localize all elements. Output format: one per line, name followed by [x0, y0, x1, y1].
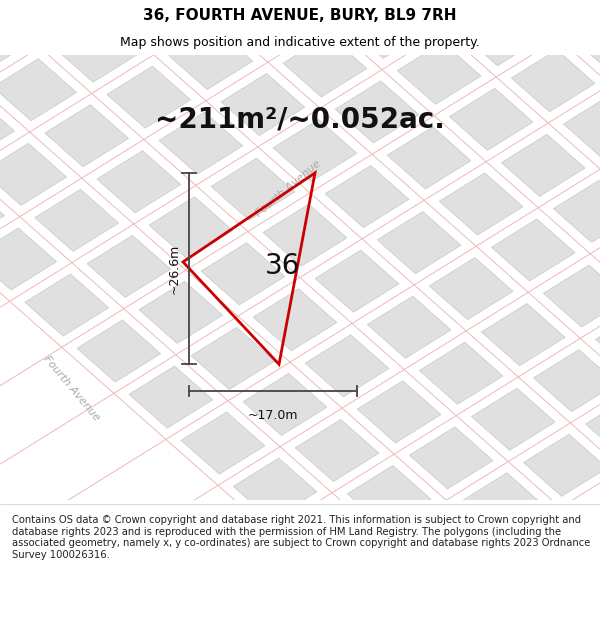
- Polygon shape: [0, 98, 14, 159]
- Polygon shape: [181, 412, 265, 474]
- Polygon shape: [231, 0, 315, 51]
- Polygon shape: [511, 49, 595, 112]
- Polygon shape: [253, 289, 337, 351]
- Polygon shape: [191, 328, 275, 389]
- Polygon shape: [419, 342, 503, 404]
- Polygon shape: [283, 35, 367, 97]
- Polygon shape: [77, 320, 161, 382]
- Polygon shape: [563, 96, 600, 158]
- Polygon shape: [201, 242, 285, 305]
- Polygon shape: [347, 466, 431, 528]
- Polygon shape: [305, 335, 389, 397]
- Polygon shape: [439, 173, 523, 235]
- Polygon shape: [295, 419, 379, 481]
- Text: 36, FOURTH AVENUE, BURY, BL9 7RH: 36, FOURTH AVENUE, BURY, BL9 7RH: [143, 8, 457, 23]
- Polygon shape: [139, 281, 223, 344]
- Polygon shape: [0, 182, 4, 244]
- Text: Map shows position and indicative extent of the property.: Map shows position and indicative extent…: [120, 36, 480, 49]
- Polygon shape: [87, 236, 170, 298]
- Polygon shape: [400, 511, 483, 574]
- Polygon shape: [544, 265, 600, 327]
- Text: 36: 36: [265, 253, 301, 281]
- Text: ~26.6m: ~26.6m: [167, 244, 181, 294]
- Polygon shape: [0, 59, 77, 121]
- Polygon shape: [397, 42, 481, 104]
- Polygon shape: [430, 258, 513, 319]
- Text: ~17.0m: ~17.0m: [248, 409, 298, 422]
- Polygon shape: [273, 119, 357, 182]
- Polygon shape: [45, 105, 128, 167]
- Polygon shape: [3, 0, 86, 36]
- Text: Contains OS data © Crown copyright and database right 2021. This information is : Contains OS data © Crown copyright and d…: [12, 515, 590, 560]
- Polygon shape: [357, 381, 441, 443]
- Polygon shape: [25, 274, 109, 336]
- Polygon shape: [211, 158, 295, 220]
- Polygon shape: [387, 127, 471, 189]
- Polygon shape: [502, 134, 585, 196]
- Polygon shape: [263, 204, 347, 266]
- Polygon shape: [586, 396, 600, 458]
- Polygon shape: [149, 197, 233, 259]
- Polygon shape: [409, 427, 493, 489]
- Polygon shape: [325, 166, 409, 228]
- Polygon shape: [367, 296, 451, 358]
- Polygon shape: [233, 458, 317, 520]
- Polygon shape: [169, 28, 253, 89]
- Polygon shape: [523, 434, 600, 496]
- Polygon shape: [574, 11, 600, 73]
- Polygon shape: [596, 311, 600, 373]
- Text: Fourth Avenue: Fourth Avenue: [254, 158, 322, 219]
- Polygon shape: [107, 66, 191, 128]
- Polygon shape: [461, 473, 545, 535]
- Polygon shape: [481, 304, 565, 366]
- Polygon shape: [315, 250, 399, 312]
- Polygon shape: [0, 143, 67, 206]
- Polygon shape: [377, 211, 461, 274]
- Polygon shape: [345, 0, 429, 58]
- Polygon shape: [553, 181, 600, 243]
- Polygon shape: [285, 504, 369, 566]
- Polygon shape: [0, 12, 25, 75]
- Polygon shape: [243, 373, 327, 436]
- Polygon shape: [117, 0, 200, 44]
- Polygon shape: [449, 88, 533, 151]
- Text: ~211m²/~0.052ac.: ~211m²/~0.052ac.: [155, 106, 445, 134]
- Polygon shape: [159, 112, 243, 174]
- Polygon shape: [459, 4, 543, 66]
- Polygon shape: [491, 219, 575, 281]
- Polygon shape: [0, 228, 56, 290]
- Polygon shape: [221, 74, 305, 136]
- Polygon shape: [129, 366, 213, 428]
- Polygon shape: [35, 189, 119, 251]
- Text: Fourth Avenue: Fourth Avenue: [42, 354, 102, 423]
- Polygon shape: [55, 20, 139, 82]
- Polygon shape: [335, 81, 419, 143]
- Polygon shape: [472, 388, 555, 450]
- Polygon shape: [97, 151, 181, 213]
- Polygon shape: [533, 349, 600, 412]
